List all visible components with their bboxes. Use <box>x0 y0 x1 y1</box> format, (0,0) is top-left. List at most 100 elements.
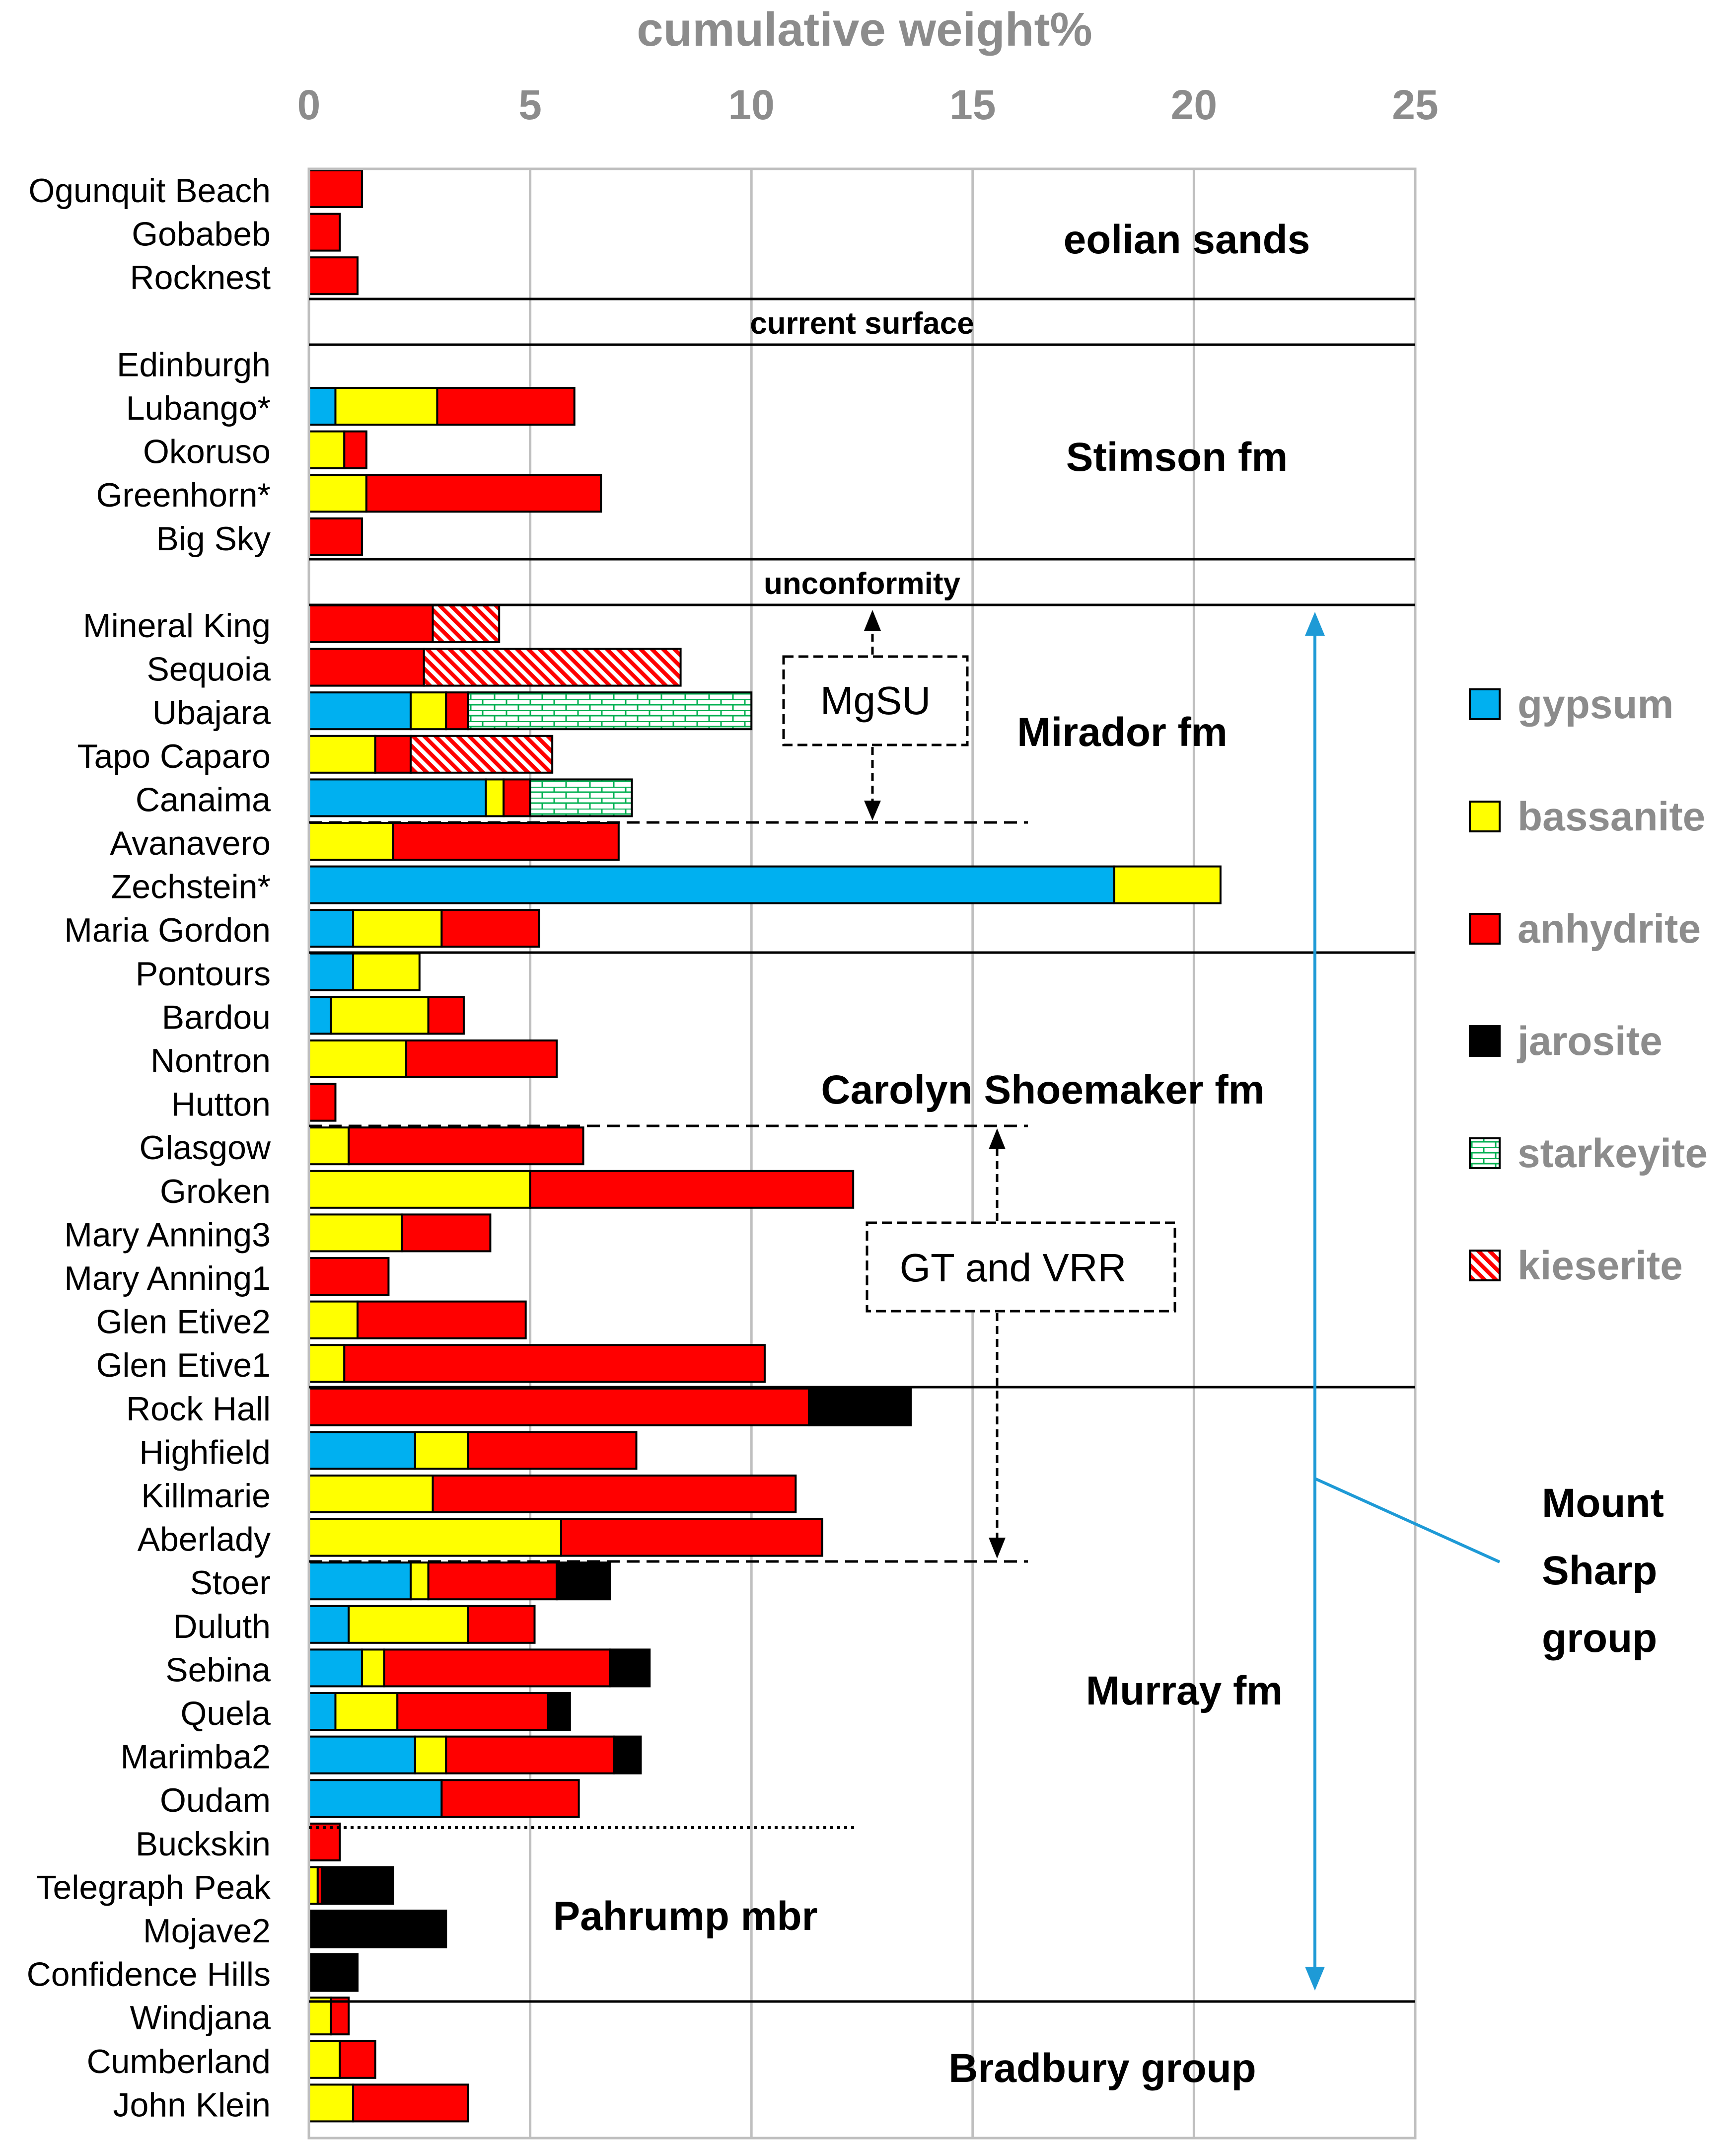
bar-segment-bassanite <box>308 822 394 861</box>
bar-segment-gypsum <box>308 778 487 817</box>
category-label: Hutton <box>171 1086 271 1123</box>
x-tick-label: 25 <box>1392 81 1438 128</box>
bar-segment-bassanite <box>1113 865 1222 904</box>
bar-segment-anhydrite <box>427 1561 558 1601</box>
bar-segment-anhydrite <box>560 1518 823 1557</box>
legend-swatch-gypsum <box>1469 688 1501 720</box>
bar-segment-anhydrite <box>427 996 465 1035</box>
bar-segment-anhydrite <box>445 1735 615 1775</box>
legend-label-jarosite: jarosite <box>1517 1019 1663 1064</box>
mount-sharp-arrowhead-up <box>1305 612 1325 636</box>
bar-segment-anhydrite <box>432 1475 797 1513</box>
gt-vrr-label: GT and VRR <box>900 1246 1126 1290</box>
category-label: Bardou <box>162 998 271 1036</box>
bar-segment-gypsum <box>308 1561 412 1601</box>
bar-segment-bassanite <box>334 1692 399 1731</box>
gt-vrr-box <box>866 1221 1176 1313</box>
bar-segment-bassanite <box>308 1475 434 1513</box>
bar-segment-anhydrite <box>330 1997 350 2036</box>
category-label: Lubango* <box>126 389 271 427</box>
bar-segment-bassanite <box>414 1735 447 1775</box>
bar-segment-anhydrite <box>365 474 602 513</box>
bar-segment-bassanite <box>308 1997 332 2036</box>
bar-segment-bassanite <box>308 1213 403 1253</box>
bar-segment-gypsum <box>308 952 355 991</box>
bar-segment-kieserite <box>423 648 682 687</box>
category-label: Killmarie <box>141 1477 271 1515</box>
bar-segment-gypsum <box>308 909 355 948</box>
bar-segment-bassanite <box>308 1300 359 1339</box>
bar-segment-bassanite <box>485 778 505 817</box>
mount-sharp-line-1: Mount <box>1542 1481 1664 1526</box>
x-tick-label: 15 <box>949 81 996 128</box>
bar-segment-bassanite <box>330 996 430 1035</box>
legend-label-bassanite: bassanite <box>1518 794 1705 839</box>
bar-segment-jarosite <box>321 1866 394 1905</box>
bar-segment-gypsum <box>308 1692 337 1731</box>
category-label: Windjana <box>130 1999 271 2037</box>
category-label: Confidence Hills <box>27 1956 271 1994</box>
bar-segment-bassanite <box>308 430 346 469</box>
category-label: Gobabeb <box>132 216 271 253</box>
category-label: Marimba2 <box>121 1738 271 1776</box>
legend-swatch-anhydrite <box>1469 913 1501 945</box>
legend-swatch-kieserite <box>1469 1250 1501 1281</box>
divider-label-unconformity: unconformity <box>764 567 961 601</box>
divider-label-current-surface: current surface <box>750 306 974 341</box>
bar-segment-anhydrite <box>343 1344 766 1383</box>
bar-segment-anhydrite <box>308 604 434 643</box>
bar-segment-anhydrite <box>405 1039 558 1078</box>
bar-segment-anhydrite <box>308 1083 337 1122</box>
bar-segment-bassanite <box>361 1648 385 1688</box>
legend-swatch-bassanite <box>1469 801 1501 832</box>
category-label: Sequoia <box>146 651 271 688</box>
x-axis-ticks: 0 5 10 15 20 25 <box>297 81 1439 128</box>
bar-segment-anhydrite <box>467 1605 536 1644</box>
category-label: Rock Hall <box>126 1390 271 1428</box>
x-tick-label: 10 <box>728 81 774 128</box>
category-label: Duluth <box>173 1608 271 1645</box>
mgsu-label: MgSU <box>820 678 931 723</box>
category-label: Ubajara <box>152 694 271 732</box>
bar-segment-bassanite <box>308 1344 346 1383</box>
bar-segment-bassanite <box>308 2040 341 2079</box>
category-label: Stoer <box>190 1564 271 1602</box>
bar-segment-anhydrite <box>445 691 469 731</box>
bar-segment-kieserite <box>432 604 501 643</box>
group-label-stimson: Stimson fm <box>1066 435 1288 480</box>
bar-segment-anhydrite <box>374 735 412 774</box>
bar-segment-bassanite <box>352 952 421 991</box>
category-label: Tapo Caparo <box>77 738 271 775</box>
bar-segment-jarosite <box>308 1953 359 1992</box>
group-labels: eolian sands Stimson fm Mirador fm Carol… <box>553 217 1310 2091</box>
category-label: Avanavero <box>110 824 271 862</box>
category-label: Quela <box>181 1695 271 1732</box>
category-label: Pontours <box>136 955 271 993</box>
group-label-pahrump: Pahrump mbr <box>553 1894 817 1939</box>
bar-segment-anhydrite <box>503 778 531 817</box>
x-tick-label: 5 <box>518 81 542 128</box>
bar-segment-bassanite <box>308 1170 531 1209</box>
bar-segment-jarosite <box>613 1735 642 1775</box>
bar-segment-bassanite <box>308 2083 355 2123</box>
bar-segment-jarosite <box>556 1561 611 1601</box>
category-label: Oudam <box>160 1781 271 1819</box>
bar-segment-anhydrite <box>529 1170 855 1209</box>
category-label: Zechstein* <box>111 868 271 906</box>
category-label: Canaima <box>136 781 271 818</box>
legend: gypsum bassanite anhydrite jarosite starkeyi… <box>1469 682 1708 1288</box>
category-label: Ogunquit Beach <box>28 172 271 210</box>
mount-sharp-line-3: group <box>1542 1616 1657 1661</box>
category-label: Aberlady <box>138 1521 271 1558</box>
category-label: Mineral King <box>83 607 271 645</box>
legend-swatch-starkeyite <box>1469 1137 1501 1169</box>
bar-segment-jarosite <box>308 1910 447 1948</box>
x-tick-label: 20 <box>1171 81 1217 128</box>
bar-segment-bassanite <box>308 1126 350 1166</box>
bar-segment-gypsum <box>308 691 412 731</box>
gt-vrr-arrowhead-up <box>989 1128 1006 1149</box>
legend-label-anhydrite: anhydrite <box>1518 906 1701 952</box>
mount-sharp-leader <box>1315 1478 1501 1563</box>
group-label-bradbury: Bradbury group <box>948 2046 1256 2091</box>
category-labels: Ogunquit Beach Gobabeb Rocknest Edinburgh Lu… <box>27 172 271 2124</box>
